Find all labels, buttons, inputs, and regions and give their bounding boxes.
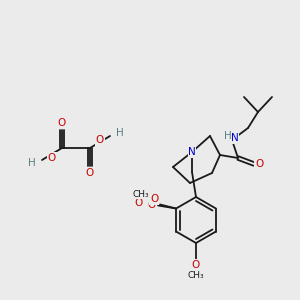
Text: H: H (116, 128, 124, 138)
Text: CH₃: CH₃ (133, 190, 149, 199)
Text: O: O (147, 200, 155, 209)
Text: CH₃: CH₃ (188, 272, 204, 280)
Text: N: N (231, 133, 239, 143)
Text: O: O (255, 159, 263, 169)
Text: N: N (188, 147, 196, 157)
Text: O: O (58, 118, 66, 128)
Text: O: O (150, 194, 158, 205)
Text: O: O (86, 168, 94, 178)
Text: H: H (224, 131, 232, 141)
Text: O: O (48, 153, 56, 163)
Text: O: O (192, 260, 200, 270)
Text: H: H (28, 158, 36, 168)
Text: O: O (134, 199, 142, 208)
Text: O: O (96, 135, 104, 145)
